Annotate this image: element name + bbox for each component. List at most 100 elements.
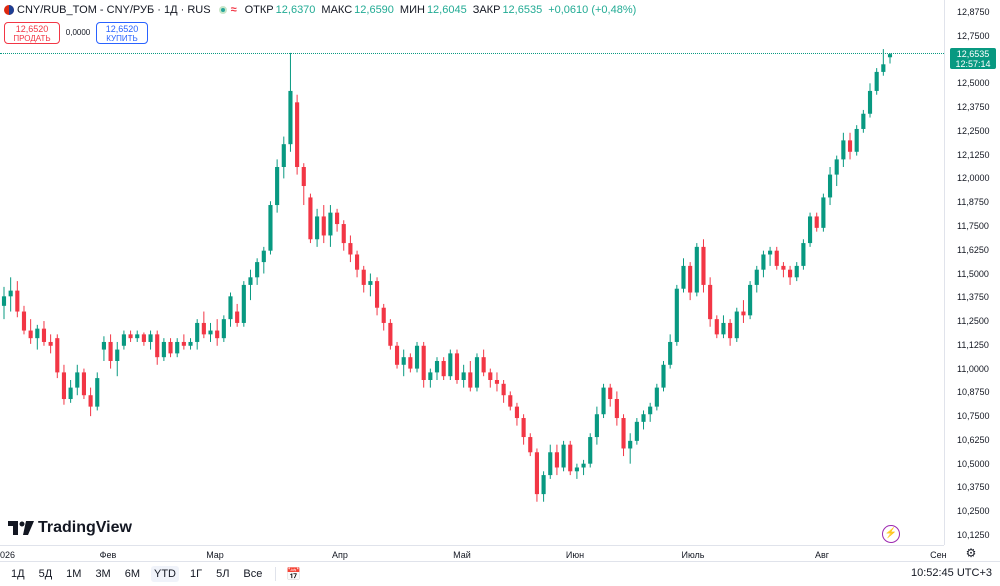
candle[interactable] bbox=[55, 334, 60, 379]
candle[interactable] bbox=[381, 303, 386, 331]
candle[interactable] bbox=[454, 349, 460, 384]
candle[interactable] bbox=[568, 440, 573, 476]
candle[interactable] bbox=[621, 414, 626, 457]
candle[interactable] bbox=[121, 330, 126, 350]
candle[interactable] bbox=[614, 391, 619, 426]
candle[interactable] bbox=[861, 109, 866, 133]
candle[interactable] bbox=[195, 319, 200, 350]
candle[interactable] bbox=[841, 132, 846, 167]
candle[interactable] bbox=[481, 349, 486, 377]
candle[interactable] bbox=[308, 193, 313, 244]
candle[interactable] bbox=[834, 155, 839, 187]
candle[interactable] bbox=[68, 380, 73, 403]
clock[interactable]: 10:52:45 UTC+3 bbox=[910, 567, 992, 579]
candle[interactable] bbox=[468, 360, 473, 392]
candle[interactable] bbox=[827, 166, 833, 206]
range-button[interactable]: 5Л bbox=[216, 568, 230, 580]
candle[interactable] bbox=[108, 334, 113, 369]
candle[interactable] bbox=[694, 243, 699, 297]
candle[interactable] bbox=[315, 208, 320, 247]
candle[interactable] bbox=[1, 286, 7, 320]
candle[interactable] bbox=[408, 353, 413, 373]
candle[interactable] bbox=[448, 349, 453, 381]
gear-icon[interactable]: ⚙ bbox=[965, 546, 977, 560]
candle[interactable] bbox=[814, 212, 819, 232]
candle[interactable] bbox=[794, 262, 799, 282]
candle[interactable] bbox=[761, 250, 766, 278]
candle[interactable] bbox=[374, 277, 380, 316]
candle[interactable] bbox=[235, 303, 240, 327]
candle[interactable] bbox=[441, 357, 446, 381]
candle[interactable] bbox=[115, 341, 120, 377]
candle[interactable] bbox=[388, 319, 393, 350]
candle[interactable] bbox=[801, 239, 806, 270]
candle[interactable] bbox=[541, 471, 546, 502]
candle[interactable] bbox=[135, 330, 140, 342]
candle[interactable] bbox=[588, 433, 593, 468]
candle[interactable] bbox=[821, 193, 826, 232]
candle[interactable] bbox=[241, 281, 246, 327]
candle[interactable] bbox=[528, 433, 533, 457]
range-button[interactable]: 5Д bbox=[38, 568, 53, 580]
candle[interactable] bbox=[255, 258, 260, 285]
candle[interactable] bbox=[887, 53, 893, 64]
candle[interactable] bbox=[534, 448, 539, 502]
candle[interactable] bbox=[748, 281, 753, 320]
candle[interactable] bbox=[594, 406, 599, 445]
candle[interactable] bbox=[494, 372, 500, 392]
candle[interactable] bbox=[161, 338, 166, 361]
candle[interactable] bbox=[215, 319, 220, 346]
candle[interactable] bbox=[88, 387, 93, 417]
candle[interactable] bbox=[288, 52, 293, 152]
candle[interactable] bbox=[141, 332, 146, 346]
candle[interactable] bbox=[847, 132, 853, 160]
candle[interactable] bbox=[781, 262, 786, 278]
candle[interactable] bbox=[514, 402, 520, 426]
candle[interactable] bbox=[48, 334, 53, 354]
candle[interactable] bbox=[434, 357, 440, 381]
candle[interactable] bbox=[641, 410, 646, 430]
candle[interactable] bbox=[521, 414, 526, 445]
candle[interactable] bbox=[628, 433, 633, 464]
candle[interactable] bbox=[688, 262, 693, 301]
candle[interactable] bbox=[734, 307, 739, 342]
candle[interactable] bbox=[101, 336, 106, 361]
candle[interactable] bbox=[874, 68, 879, 95]
candle[interactable] bbox=[41, 321, 47, 346]
candle[interactable] bbox=[15, 281, 20, 318]
candle[interactable] bbox=[867, 83, 873, 118]
data-delay-icon[interactable]: ≈ bbox=[230, 4, 237, 16]
range-button[interactable]: YTD bbox=[151, 566, 179, 582]
buy-button[interactable]: 12,6520 КУПИТЬ bbox=[96, 22, 148, 44]
candle[interactable] bbox=[714, 315, 719, 339]
candle[interactable] bbox=[301, 163, 306, 206]
candle[interactable] bbox=[168, 338, 173, 358]
candle[interactable] bbox=[701, 239, 706, 293]
candle[interactable] bbox=[681, 258, 686, 293]
candle[interactable] bbox=[788, 265, 793, 285]
candle[interactable] bbox=[28, 319, 33, 344]
candle[interactable] bbox=[768, 246, 773, 266]
time-axis[interactable]: 026 Фев Мар Апр Май Июн Июль Авг Сен bbox=[0, 545, 947, 562]
candle[interactable] bbox=[95, 372, 100, 411]
candle[interactable] bbox=[148, 330, 153, 350]
candle[interactable] bbox=[608, 383, 613, 407]
candle[interactable] bbox=[741, 300, 746, 323]
candle[interactable] bbox=[394, 341, 400, 369]
candle[interactable] bbox=[634, 418, 639, 445]
candle[interactable] bbox=[348, 235, 353, 263]
candle[interactable] bbox=[574, 463, 579, 479]
candle[interactable] bbox=[508, 391, 513, 411]
candle[interactable] bbox=[201, 311, 206, 339]
candle[interactable] bbox=[281, 136, 286, 179]
candle[interactable] bbox=[648, 402, 653, 422]
candle[interactable] bbox=[401, 349, 406, 377]
range-button[interactable]: 1Д bbox=[11, 568, 25, 580]
candle[interactable] bbox=[708, 277, 713, 327]
symbol-title[interactable]: CNY/RUB_TOM - CNY/РУБ · 1Д · RUS bbox=[17, 4, 211, 16]
candle[interactable] bbox=[61, 364, 67, 405]
candle[interactable] bbox=[854, 125, 859, 156]
range-button[interactable]: Все bbox=[243, 568, 263, 580]
range-button[interactable]: 1М bbox=[66, 568, 82, 580]
candle[interactable] bbox=[461, 364, 466, 388]
